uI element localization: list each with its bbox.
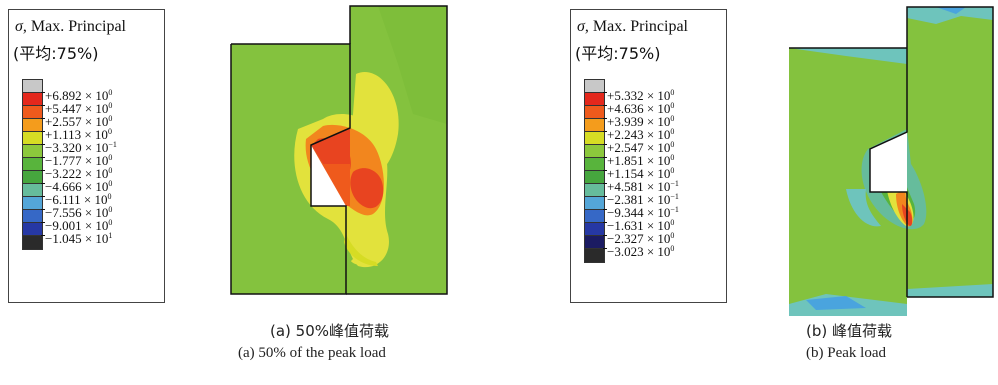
legend-b-colorbar	[584, 79, 605, 263]
legend-b-value: +1.851 × 100	[607, 153, 675, 168]
legend-a-title: σ, Max. Principal	[15, 18, 126, 36]
specimen-outline-b	[789, 6, 994, 298]
legend-b-title: σ, Max. Principal	[577, 18, 688, 36]
legend-b-value: −2.327 × 100	[607, 231, 675, 246]
legend-a-value: +1.113 × 100	[45, 127, 112, 142]
swatch	[23, 223, 42, 236]
swatch	[23, 171, 42, 184]
legend-b-value: −9.344 × 10−1	[607, 205, 679, 220]
legend-a-value: −4.666 × 100	[45, 179, 113, 194]
swatch	[23, 106, 42, 119]
caption-b-cn: (b) 峰值荷载	[806, 322, 892, 340]
legend-a-subtitle: (平均:75%)	[13, 44, 99, 63]
specimen-outline-a	[230, 5, 448, 295]
specimen-left-block	[789, 48, 907, 316]
legend-b-value: +2.547 × 100	[607, 140, 675, 155]
legend-a-colorbar	[22, 79, 43, 250]
caption-b-en: (b) Peak load	[806, 345, 886, 361]
swatch	[23, 80, 42, 93]
swatch	[23, 132, 42, 145]
swatch	[23, 184, 42, 197]
legend-a: σ, Max. Principal (平均:75%) +6.892 × 100 …	[8, 9, 165, 303]
legend-a-symbol: σ	[15, 18, 23, 35]
swatch	[585, 145, 604, 158]
notch-b	[870, 132, 907, 192]
legend-b-value: +4.581 × 10−1	[607, 179, 679, 194]
legend-a-value: +2.557 × 100	[45, 114, 113, 129]
swatch	[23, 158, 42, 171]
swatch	[585, 223, 604, 236]
swatch	[23, 210, 42, 223]
legend-a-value: +6.892 × 100	[45, 88, 113, 103]
swatch	[585, 106, 604, 119]
swatch	[585, 249, 604, 262]
contour-plot-b	[789, 6, 994, 316]
legend-b-value: −3.023 × 100	[607, 244, 675, 259]
swatch	[585, 158, 604, 171]
legend-b-symbol: σ	[577, 18, 585, 35]
swatch	[585, 236, 604, 249]
specimen-right-block	[907, 7, 993, 297]
swatch	[23, 145, 42, 158]
contour-plot-a	[230, 5, 448, 295]
legend-b-value: +1.154 × 100	[607, 166, 675, 181]
legend-b-value: +4.636 × 100	[607, 101, 675, 116]
legend-b-value: +3.939 × 100	[607, 114, 675, 129]
legend-b-title-text: , Max. Principal	[584, 18, 688, 35]
swatch	[23, 119, 42, 132]
legend-a-value: −6.111 × 100	[45, 192, 112, 207]
legend-b-value: +5.332 × 100	[607, 88, 675, 103]
legend-a-title-text: , Max. Principal	[22, 18, 126, 35]
swatch	[585, 197, 604, 210]
legend-a-value: −3.320 × 10−1	[45, 140, 117, 155]
swatch	[585, 132, 604, 145]
swatch	[23, 197, 42, 210]
legend-a-value: −1.777 × 100	[45, 153, 113, 168]
swatch	[585, 80, 604, 93]
caption-a-cn: (a) 50%峰值荷载	[270, 322, 390, 340]
legend-b: σ, Max. Principal (平均:75%) +5.332 × 100 …	[570, 9, 727, 303]
swatch	[585, 93, 604, 106]
legend-a-value: −9.001 × 100	[45, 218, 113, 233]
legend-b-value: −2.381 × 10−1	[607, 192, 679, 207]
legend-a-value: +5.447 × 100	[45, 101, 113, 116]
legend-b-subtitle: (平均:75%)	[575, 44, 661, 63]
legend-b-value: +2.243 × 100	[607, 127, 675, 142]
caption-a-en: (a) 50% of the peak load	[238, 345, 386, 361]
legend-a-value: −1.045 × 101	[45, 231, 113, 246]
swatch	[585, 184, 604, 197]
legend-a-value: −3.222 × 100	[45, 166, 113, 181]
swatch	[23, 93, 42, 106]
legend-b-value: −1.631 × 100	[607, 218, 675, 233]
swatch	[23, 236, 42, 249]
swatch	[585, 210, 604, 223]
swatch	[585, 119, 604, 132]
legend-a-value: −7.556 × 100	[45, 205, 113, 220]
swatch	[585, 171, 604, 184]
